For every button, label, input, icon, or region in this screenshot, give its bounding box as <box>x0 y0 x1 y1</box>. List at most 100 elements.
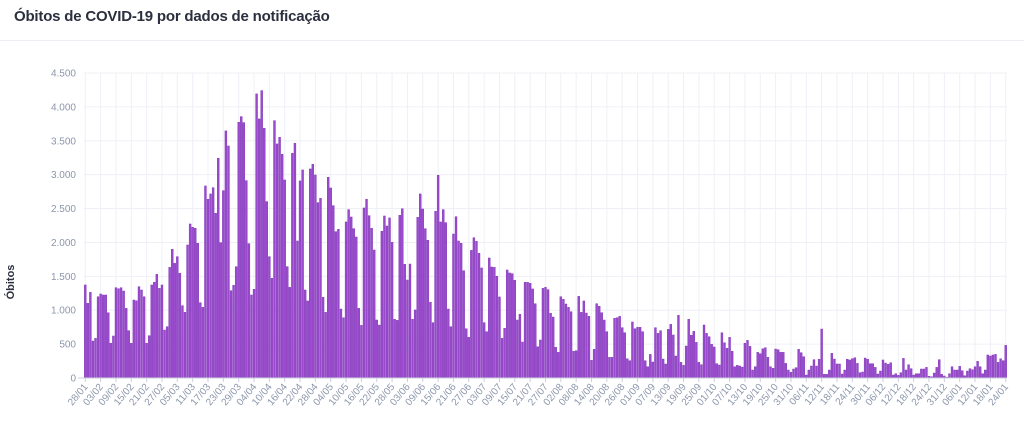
bar <box>792 368 795 379</box>
bar <box>275 143 279 379</box>
bar <box>311 164 315 379</box>
bar <box>457 240 460 379</box>
bar <box>838 363 841 379</box>
bar <box>488 257 491 379</box>
bar <box>659 330 662 379</box>
bar <box>991 354 995 379</box>
y-tick-label: 1.000 <box>51 306 76 317</box>
bar <box>459 243 463 379</box>
bar <box>787 369 790 379</box>
bar <box>337 229 340 379</box>
bar <box>339 308 343 379</box>
bar <box>858 372 862 379</box>
bar <box>375 319 378 379</box>
bar <box>86 303 90 379</box>
bar <box>840 373 844 379</box>
bar <box>429 302 432 379</box>
bar <box>590 360 593 379</box>
bar <box>467 337 470 379</box>
bar <box>350 216 353 379</box>
bar <box>196 243 199 379</box>
bar <box>631 321 634 379</box>
bar <box>774 348 777 379</box>
bar <box>112 335 115 379</box>
bar <box>306 300 309 379</box>
bar <box>449 326 453 379</box>
bar <box>245 180 248 379</box>
bar <box>812 359 816 379</box>
bar <box>644 360 647 379</box>
bar <box>485 331 488 379</box>
bar <box>176 256 179 379</box>
bar <box>513 280 516 379</box>
bar <box>759 353 762 379</box>
bar <box>222 190 225 379</box>
bar <box>684 345 688 379</box>
bar <box>531 288 534 379</box>
bar <box>1004 345 1007 379</box>
bar <box>132 299 136 379</box>
y-tick-label: 2.500 <box>51 204 76 215</box>
bar <box>503 328 506 379</box>
bar <box>536 346 540 379</box>
bar <box>475 241 478 379</box>
bar <box>419 193 422 379</box>
bar <box>408 263 412 379</box>
bar <box>413 309 417 379</box>
bar <box>720 332 724 379</box>
bar <box>835 363 839 379</box>
bar <box>567 307 570 379</box>
bar <box>861 371 864 379</box>
bar <box>232 285 235 379</box>
bar <box>984 369 987 379</box>
bar <box>751 369 754 379</box>
bar <box>915 373 918 379</box>
bar <box>610 357 614 379</box>
bar <box>587 316 591 379</box>
bar <box>347 209 350 379</box>
y-tick-label: 3.000 <box>51 170 76 181</box>
bar <box>334 231 338 379</box>
bar <box>874 367 877 379</box>
bar <box>396 320 399 379</box>
bar <box>421 208 424 379</box>
bar <box>973 366 977 379</box>
bar <box>201 307 205 379</box>
bar <box>575 350 578 379</box>
bar <box>876 373 880 379</box>
bar <box>600 312 603 379</box>
bar <box>286 266 289 379</box>
bar <box>843 369 846 379</box>
bar <box>165 326 169 379</box>
bar <box>723 342 726 379</box>
bar <box>608 357 611 379</box>
bar <box>603 319 606 379</box>
bar <box>127 330 130 379</box>
bar <box>948 373 951 379</box>
bar <box>434 211 437 379</box>
bar <box>690 335 693 379</box>
bar <box>598 306 601 379</box>
bar <box>940 374 943 379</box>
bar <box>148 335 151 379</box>
bar <box>332 205 335 379</box>
bar <box>454 216 458 379</box>
bar <box>104 294 107 379</box>
bar <box>518 314 522 379</box>
bar <box>477 253 481 379</box>
bar <box>452 233 455 379</box>
bar <box>237 122 240 379</box>
bar <box>91 340 95 379</box>
y-axis: 0 500 1.000 1.500 2.000 2.500 3.000 3.500 4.000 4… <box>51 69 76 385</box>
bar <box>209 193 212 379</box>
bar <box>199 302 202 379</box>
bar <box>848 359 851 379</box>
bar <box>769 366 772 379</box>
bar <box>493 267 496 379</box>
bar <box>677 315 680 379</box>
bar <box>342 317 345 379</box>
bar <box>713 346 716 379</box>
bar <box>470 250 473 379</box>
bar <box>879 370 882 379</box>
bar <box>163 329 166 379</box>
